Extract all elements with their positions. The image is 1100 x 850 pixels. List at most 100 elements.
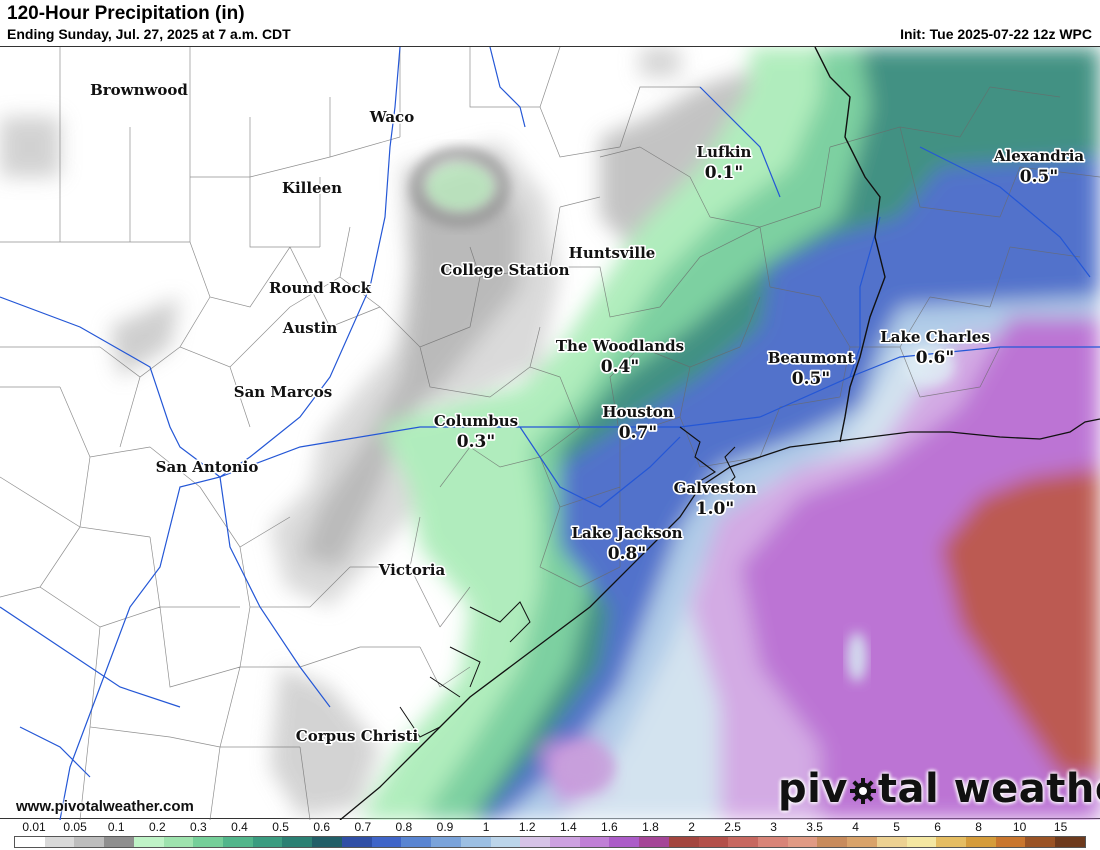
valid-time: Ending Sunday, Jul. 27, 2025 at 7 a.m. C… — [7, 26, 291, 42]
legend-labels: 0.01 0.05 0.1 0.2 0.3 0.4 0.5 0.6 0.7 0.8 0.9 1 1.2 1… — [14, 819, 1086, 835]
legend-swatch — [698, 837, 729, 847]
value-beaumont: 0.5" — [792, 369, 830, 389]
legend-label: 0.01 — [22, 820, 46, 834]
legend-label: 0.05 — [63, 820, 87, 834]
city-corpus-christi: Corpus Christi — [296, 727, 419, 745]
city-lufkin: Lufkin — [697, 143, 752, 161]
legend-bar — [14, 836, 1086, 848]
city-brownwood: Brownwood — [90, 81, 188, 99]
legend-label: 3.5 — [806, 820, 823, 834]
map-canvas: Brownwood Waco Killeen Lufkin 0.1" Alexa… — [0, 47, 1100, 820]
city-lake-jackson: Lake Jackson — [571, 524, 682, 542]
city-killeen: Killeen — [282, 179, 342, 197]
legend-label: 10 — [1012, 820, 1027, 834]
bays-south — [399, 601, 531, 738]
legend-label: 1.6 — [601, 820, 618, 834]
legend-label: 0.5 — [272, 820, 289, 834]
pivotal-weather-logo: piv tal weather — [778, 766, 1100, 816]
city-the-woodlands: The Woodlands — [556, 337, 684, 355]
legend-swatch — [252, 837, 283, 847]
legend-swatch — [876, 837, 907, 847]
legend-label: 2 — [688, 820, 695, 834]
gear-icon — [849, 778, 876, 804]
legend-label: 2.5 — [724, 820, 741, 834]
legend-swatch — [15, 837, 45, 847]
legend-label: 0.1 — [107, 820, 125, 834]
city-san-antonio: San Antonio — [156, 458, 259, 476]
city-beaumont: Beaumont — [768, 349, 855, 367]
legend-label: 0.4 — [231, 820, 248, 834]
legend-swatch — [787, 837, 818, 847]
legend-label: 0.3 — [190, 820, 207, 834]
legend-swatch — [193, 837, 224, 847]
legend-label: 8 — [975, 820, 982, 834]
legend-swatch — [579, 837, 610, 847]
legend-swatch — [490, 837, 521, 847]
legend-swatch — [371, 837, 402, 847]
city-columbus: Columbus — [434, 412, 518, 430]
city-round-rock: Round Rock — [269, 279, 372, 297]
precip-red — [940, 467, 1100, 777]
precip-gray-nw — [0, 117, 60, 177]
legend-label: 3 — [770, 820, 777, 834]
legend-swatch — [460, 837, 491, 847]
legend-swatch — [104, 837, 134, 847]
legend-swatch — [74, 837, 105, 847]
city-houston: Houston — [602, 403, 673, 421]
legend-swatch — [1055, 837, 1085, 847]
legend-label: 0.6 — [313, 820, 331, 834]
website-url: www.pivotalweather.com — [16, 798, 194, 815]
precip-gray-ne — [600, 67, 760, 247]
init-time: Init: Tue 2025-07-22 12z WPC — [900, 26, 1092, 42]
legend-swatch — [906, 837, 937, 847]
legend-swatch — [312, 837, 342, 847]
legend-swatch — [668, 837, 699, 847]
logo-text-left: piv — [778, 766, 848, 812]
value-galveston: 1.0" — [696, 499, 734, 519]
legend-label: 1.8 — [642, 820, 659, 834]
legend-swatch — [133, 837, 164, 847]
legend-swatch — [817, 837, 848, 847]
legend-swatch — [520, 837, 550, 847]
legend-label: 6 — [934, 820, 941, 834]
precip-gray-small — [110, 297, 180, 377]
legend-swatch — [1025, 837, 1056, 847]
color-legend: 0.01 0.05 0.1 0.2 0.3 0.4 0.5 0.6 0.7 0.8 0.9 1 1.2 1… — [14, 819, 1086, 850]
city-alexandria: Alexandria — [993, 147, 1085, 165]
legend-label: 1.2 — [518, 820, 536, 834]
legend-label: 0.7 — [354, 820, 372, 834]
legend-label: 0.8 — [395, 820, 413, 834]
legend-swatch — [728, 837, 758, 847]
map-title: 120-Hour Precipitation (in) — [7, 3, 245, 24]
legend-swatch — [609, 837, 640, 847]
city-labels: Brownwood Waco Killeen Lufkin 0.1" Alexa… — [88, 79, 1086, 746]
city-victoria: Victoria — [378, 561, 446, 579]
coastline — [339, 418, 1100, 820]
value-columbus: 0.3" — [457, 432, 495, 452]
value-houston: 0.7" — [619, 423, 657, 443]
legend-label: 1 — [482, 820, 490, 834]
galveston-bay — [679, 426, 736, 493]
header: 120-Hour Precipitation (in) Ending Sunda… — [0, 0, 1100, 46]
legend-swatch — [401, 837, 432, 847]
precipitation-map[interactable]: Brownwood Waco Killeen Lufkin 0.1" Alexa… — [0, 46, 1100, 820]
legend-swatch — [282, 837, 313, 847]
legend-swatch — [223, 837, 253, 847]
legend-label: 0.2 — [148, 820, 166, 834]
city-san-marcos: San Marcos — [234, 383, 333, 401]
legend-swatch — [431, 837, 461, 847]
value-the-woodlands: 0.4" — [601, 357, 639, 377]
state-line-tx-la — [814, 47, 886, 443]
legend-label: 1.4 — [559, 820, 577, 834]
legend-swatch — [995, 837, 1026, 847]
rivers — [0, 47, 1100, 820]
legend-swatch — [549, 837, 580, 847]
value-lake-charles: 0.6" — [916, 348, 954, 368]
city-lake-charles: Lake Charles — [880, 328, 990, 346]
legend-label: 0.9 — [436, 820, 454, 834]
precip-gray-mid — [300, 162, 520, 567]
city-college-station: College Station — [440, 261, 569, 279]
precip-field — [0, 47, 1100, 820]
precip-gray-top — [640, 47, 680, 77]
legend-label: 4 — [852, 820, 859, 834]
